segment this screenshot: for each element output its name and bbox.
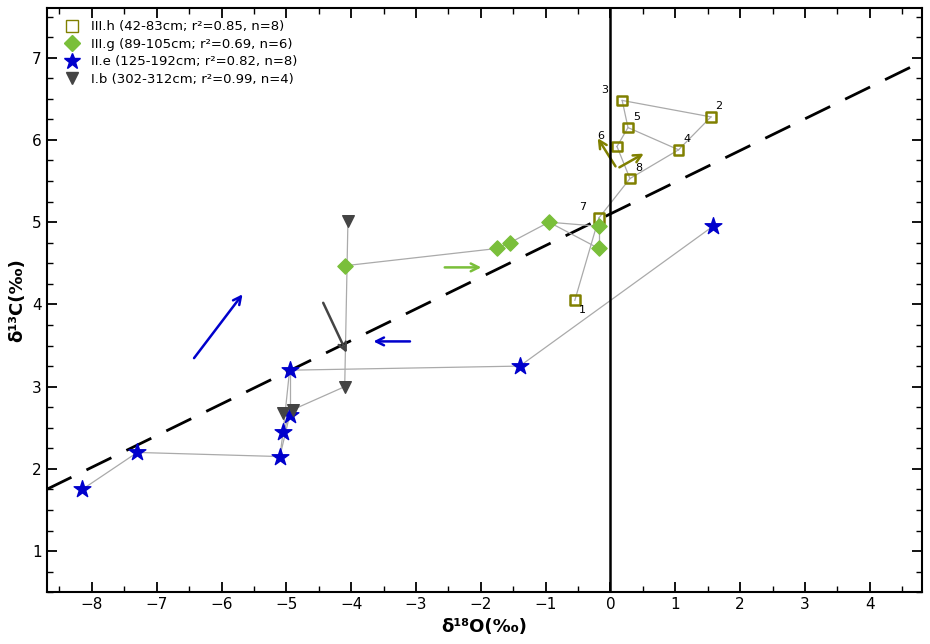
Text: 7: 7 <box>579 202 587 213</box>
Legend: III.h (42-83cm; r²=0.85, n=8), III.g (89-105cm; r²=0.69, n=6), II.e (125-192cm; : III.h (42-83cm; r²=0.85, n=8), III.g (89… <box>53 15 303 91</box>
Point <box>130 448 145 458</box>
Point <box>591 221 606 231</box>
Point <box>609 141 624 151</box>
Point <box>615 95 630 106</box>
Text: 4: 4 <box>684 134 691 144</box>
Point <box>74 484 89 495</box>
Point <box>706 221 721 231</box>
Point <box>622 173 637 184</box>
Point <box>541 217 556 227</box>
Text: 1: 1 <box>578 305 586 315</box>
X-axis label: δ¹⁸O(‰): δ¹⁸O(‰) <box>441 618 527 636</box>
Point <box>286 404 300 415</box>
Point <box>275 408 290 418</box>
Point <box>591 243 606 254</box>
Y-axis label: δ¹³C(‰): δ¹³C(‰) <box>8 258 26 342</box>
Point <box>338 261 352 271</box>
Point <box>282 365 297 375</box>
Point <box>567 295 582 305</box>
Text: 3: 3 <box>602 85 608 95</box>
Point <box>340 215 355 225</box>
Point <box>502 238 517 248</box>
Point <box>282 410 297 421</box>
Point <box>338 381 352 392</box>
Point <box>272 451 287 462</box>
Text: 6: 6 <box>598 131 604 141</box>
Text: 5: 5 <box>633 112 640 122</box>
Point <box>703 112 718 122</box>
Point <box>591 213 606 223</box>
Point <box>671 145 686 155</box>
Point <box>489 243 504 254</box>
Point <box>620 122 635 133</box>
Point <box>512 361 527 371</box>
Point <box>275 427 290 437</box>
Text: 2: 2 <box>715 101 722 111</box>
Text: 8: 8 <box>635 163 643 173</box>
